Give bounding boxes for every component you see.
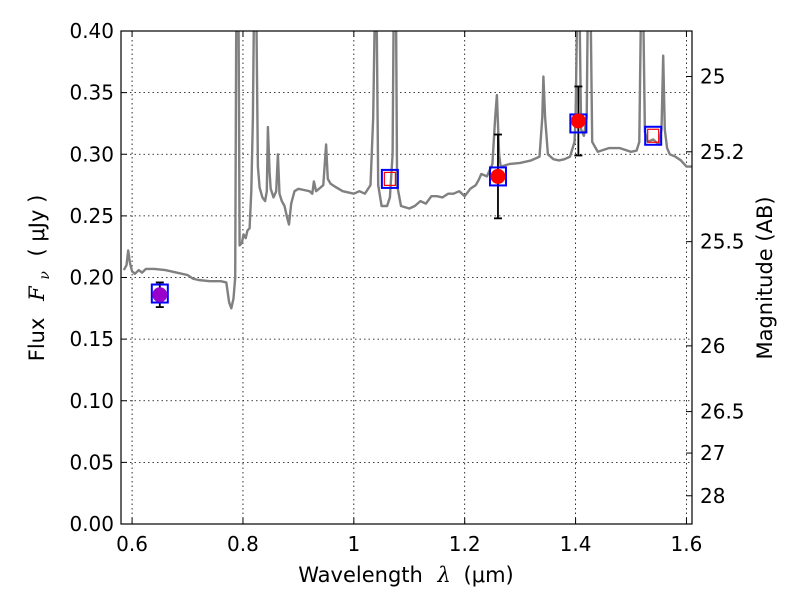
model-photometry-square (380, 168, 399, 189)
y2-tick-label: 25.5 (700, 230, 745, 254)
x-axis-label: Wavelength λ (μm) (298, 563, 513, 587)
x-tick-label: 1 (347, 532, 360, 556)
y2-tick-label: 25 (700, 65, 725, 89)
y2-tick-label: 28 (700, 484, 725, 508)
inner-square-marker (647, 128, 660, 143)
y-tick-label: 0.15 (69, 327, 114, 351)
observed-photometry-point (570, 113, 586, 129)
spectrum-line (122, 31, 692, 310)
y2-tick-label: 25.2 (700, 140, 745, 164)
y2-axis-label: Magnitude (AB) (753, 196, 777, 359)
y-axis-label-subscript: ν (37, 271, 53, 280)
markers-layer (150, 85, 663, 308)
y-tick-label: 0.30 (69, 142, 114, 166)
model-photometry-square (644, 125, 663, 146)
inner-square-marker (383, 171, 396, 186)
y-tick-label: 0.40 (69, 19, 114, 43)
y2-tick-label: 26 (700, 334, 725, 358)
axis-ticks: 0.6 0.8 1 1.2 1.4 1.6 0.00 0.05 0.10 0.15 0.20 0.25… (69, 19, 744, 556)
y-tick-label: 0.00 (69, 512, 114, 536)
y-tick-label: 0.10 (69, 389, 114, 413)
grid-lines (121, 30, 692, 525)
y2-tick-label: 27 (700, 441, 725, 465)
plot-area (122, 31, 692, 310)
x-tick-label: 1.4 (560, 532, 592, 556)
y-tick-label: 0.05 (69, 450, 114, 474)
series-layer (122, 31, 692, 310)
y-axis-label: Flux F ν ( μJy ) (25, 195, 54, 362)
y-tick-label: 0.25 (69, 204, 114, 228)
observed-photometry-point (152, 287, 168, 303)
y-axis-label-symbol: F (25, 285, 49, 302)
x-tick-label: 1.2 (449, 532, 481, 556)
observed-photometry-point (490, 168, 506, 184)
y-axis-label-unit: ( μJy ) (25, 195, 49, 257)
model-photometry-square (150, 283, 169, 304)
y-tick-label: 0.20 (69, 266, 114, 290)
y2-tick-label: 26.5 (700, 400, 745, 424)
x-tick-label: 0.6 (116, 532, 148, 556)
x-axis-label-unit: (μm) (464, 563, 514, 587)
x-tick-label: 0.8 (227, 532, 259, 556)
y-tick-label: 0.35 (69, 81, 114, 105)
x-tick-label: 1.6 (671, 532, 703, 556)
x-axis-label-symbol: λ (437, 563, 451, 587)
y-axis-label-prefix: Flux (25, 318, 49, 362)
model-photometry-square (488, 166, 507, 187)
x-axis-label-prefix: Wavelength (298, 563, 423, 587)
